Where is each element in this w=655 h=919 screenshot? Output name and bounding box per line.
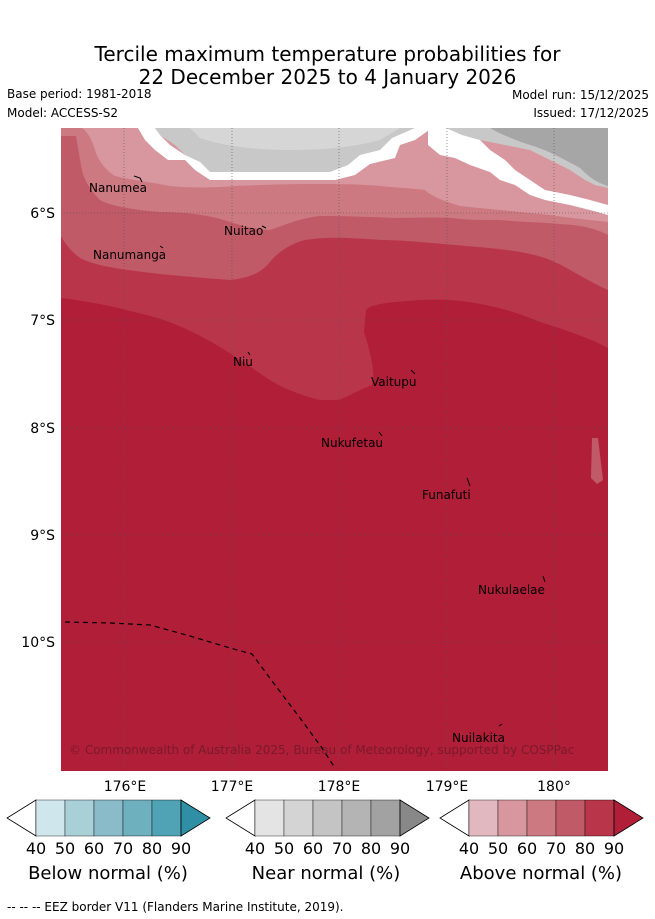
colorbar-below-over-triangle bbox=[180, 799, 211, 837]
white-gap-east bbox=[428, 128, 608, 215]
colorbar-below-tick: 70 bbox=[113, 839, 133, 858]
colorbar-above-tick: 50 bbox=[488, 839, 508, 858]
colorbar-above-over-triangle bbox=[613, 799, 644, 837]
place-nanumanga: Nanumanga bbox=[93, 248, 166, 262]
colorbar-above-segment bbox=[584, 799, 615, 837]
base-period: Base period: 1981-2018 bbox=[7, 87, 152, 101]
white-gap bbox=[138, 128, 432, 180]
colorbars: 40 50 60 70 80 90 40 50 60 70 80 90 40 50 60 70 80 90 bbox=[6, 799, 644, 858]
colorbar-below-tick: 50 bbox=[55, 839, 75, 858]
colorbar-below-under-triangle bbox=[6, 799, 37, 837]
colorbar-above-segment bbox=[497, 799, 528, 837]
colorbar-below-segment bbox=[64, 799, 95, 837]
model-name: Model: ACCESS-S2 bbox=[7, 106, 119, 120]
colorbar-below-segment bbox=[35, 799, 66, 837]
colorbar-near-tick: 90 bbox=[390, 839, 410, 858]
place-nuitao: Nuitao bbox=[224, 224, 263, 238]
issued-date: Issued: 17/12/2025 bbox=[533, 106, 649, 120]
colorbar-near-segment bbox=[283, 799, 314, 837]
colorbar-near-tick: 70 bbox=[332, 839, 352, 858]
near-normal-dark bbox=[490, 128, 608, 186]
colorbar-above-segment bbox=[468, 799, 499, 837]
lon-label-177e: 177°E bbox=[211, 779, 254, 795]
place-funafuti: Funafuti bbox=[422, 488, 471, 502]
colorbar-above-tick: 90 bbox=[604, 839, 624, 858]
lat-label-9s: 9°S bbox=[30, 528, 55, 544]
colorbar-near-under-triangle bbox=[225, 799, 256, 837]
colorbar-below-tick: 60 bbox=[84, 839, 104, 858]
colorbar-below-tick: 80 bbox=[142, 839, 162, 858]
model-run: Model run: 15/12/2025 bbox=[511, 88, 649, 102]
lon-label-176e: 176°E bbox=[104, 779, 147, 795]
colorbar-near-segment bbox=[312, 799, 343, 837]
colorbar-below-segment bbox=[93, 799, 124, 837]
colorbar-above-tick: 40 bbox=[459, 839, 479, 858]
map-panel: Nanumea Nuitao Nanumanga Niu Vaitupu Nuk… bbox=[61, 128, 608, 771]
place-niu: Niu bbox=[233, 355, 253, 369]
colorbar-near-over-triangle bbox=[399, 799, 430, 837]
place-vaitupu: Vaitupu bbox=[371, 375, 417, 389]
lat-label-6s: 6°S bbox=[30, 206, 55, 222]
colorbar-near-tick: 40 bbox=[245, 839, 265, 858]
lon-label-179e: 179°E bbox=[426, 779, 469, 795]
lat-label-10s: 10°S bbox=[21, 635, 55, 651]
colorbar-below-segment bbox=[122, 799, 153, 837]
lon-label-178e: 178°E bbox=[318, 779, 361, 795]
lat-label-7s: 7°S bbox=[30, 313, 55, 329]
lat-label-8s: 8°S bbox=[30, 421, 55, 437]
colorbar-above-under-triangle bbox=[439, 799, 470, 837]
place-nukufetau: Nukufetau bbox=[321, 436, 383, 450]
colorbar-near: 40 50 60 70 80 90 bbox=[225, 799, 430, 858]
colorbar-label-near: Near normal (%) bbox=[251, 863, 401, 884]
colorbar-near-segment bbox=[370, 799, 401, 837]
graticule bbox=[61, 128, 608, 771]
lon-label-180: 180° bbox=[537, 779, 571, 795]
contour-patch bbox=[591, 438, 603, 484]
island-marks bbox=[133, 175, 546, 727]
eez-footnote: -- -- -- EEZ border V11 (Flanders Marine… bbox=[7, 900, 344, 914]
title-line-2: 22 December 2025 to 4 January 2026 bbox=[138, 65, 517, 89]
eez-border bbox=[64, 621, 336, 769]
colorbar-above-tick: 60 bbox=[517, 839, 537, 858]
colorbar-near-tick: 80 bbox=[361, 839, 381, 858]
colorbar-label-above: Above normal (%) bbox=[459, 863, 623, 884]
colorbar-near-tick: 50 bbox=[274, 839, 294, 858]
colorbar-above: 40 50 60 70 80 90 bbox=[439, 799, 644, 858]
colorbar-above-segment bbox=[555, 799, 586, 837]
colorbar-label-below: Below normal (%) bbox=[28, 863, 188, 884]
place-nukulaelae: Nukulaelae bbox=[478, 583, 545, 597]
colorbar-near-segment bbox=[254, 799, 285, 837]
copyright-notice: © Commonwealth of Australia 2025, Bureau… bbox=[69, 743, 574, 757]
colorbar-above-segment bbox=[526, 799, 557, 837]
colorbar-below-tick: 40 bbox=[26, 839, 46, 858]
colorbar-below-tick: 90 bbox=[171, 839, 191, 858]
colorbar-above-tick: 80 bbox=[575, 839, 595, 858]
place-nanumea: Nanumea bbox=[89, 181, 147, 195]
colorbar-near-tick: 60 bbox=[303, 839, 323, 858]
place-nuilakita: Nuilakita bbox=[452, 731, 505, 745]
colorbar-near-segment bbox=[341, 799, 372, 837]
colorbar-below-segment bbox=[151, 799, 182, 837]
near-normal-mid bbox=[190, 128, 400, 150]
colorbar-above-tick: 70 bbox=[546, 839, 566, 858]
title-line-1: Tercile maximum temperature probabilitie… bbox=[94, 42, 561, 66]
colorbar-below: 40 50 60 70 80 90 bbox=[6, 799, 211, 858]
